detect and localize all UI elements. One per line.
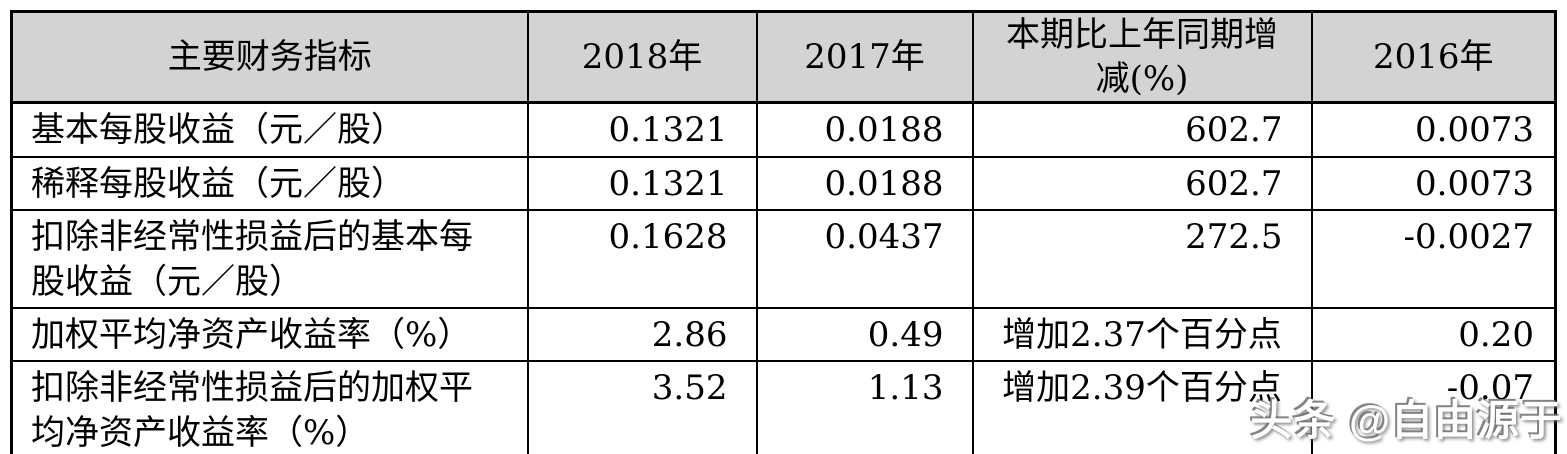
cell-2017: 0.0188 <box>755 101 974 158</box>
column-header-indicator: 主要财务指标 <box>10 10 529 104</box>
cell-2018: 3.52 <box>526 359 758 454</box>
cell-yoy-change: 602.7 <box>971 101 1313 158</box>
column-header-label: 2016年 <box>1372 37 1494 77</box>
table-row-weighted-avg-roe: 加权平均净资产收益率（%） 2.86 0.49 增加2.37个百分点 0.20 <box>10 306 1557 362</box>
cell-indicator: 加权平均净资产收益率（%） <box>10 306 529 362</box>
table-row-basic-eps: 基本每股收益（元／股） 0.1321 0.0188 602.7 0.0073 <box>10 101 1557 158</box>
column-header-label: 2017年 <box>804 37 925 77</box>
table-header: 主要财务指标 2018年 2017年 本期比上年同期增 减(%) 2016年 <box>10 10 1557 104</box>
cell-2016: -0.07 <box>1310 359 1557 454</box>
cell-yoy-change: 增加2.37个百分点 <box>971 306 1313 362</box>
column-header-label-line2: 减(%) <box>1095 59 1189 99</box>
cell-2018: 2.86 <box>526 306 758 362</box>
column-header-label: 主要财务指标 <box>167 37 372 77</box>
cell-2018: 0.1321 <box>526 101 758 158</box>
table-row-diluted-eps: 稀释每股收益（元／股） 0.1321 0.0188 602.7 0.0073 <box>10 155 1557 211</box>
cell-2016: 0.0073 <box>1310 101 1557 158</box>
cell-indicator: 基本每股收益（元／股） <box>10 101 529 158</box>
column-header-yoy-change: 本期比上年同期增 减(%) <box>971 10 1313 104</box>
cell-2017: 0.0437 <box>755 208 974 309</box>
cell-2016: 0.20 <box>1310 306 1557 362</box>
header-row: 主要财务指标 2018年 2017年 本期比上年同期增 减(%) 2016年 <box>10 10 1557 104</box>
table-row-basic-eps-excl-nonrecurring: 扣除非经常性损益后的基本每 股收益（元／股） 0.1628 0.0437 272… <box>10 208 1557 309</box>
cell-2018: 0.1321 <box>526 155 758 211</box>
table-body: 基本每股收益（元／股） 0.1321 0.0188 602.7 0.0073 稀… <box>10 101 1557 454</box>
column-header-label-line1: 本期比上年同期增 <box>1006 15 1278 55</box>
column-header-2016: 2016年 <box>1310 10 1557 104</box>
cell-yoy-change: 602.7 <box>971 155 1313 211</box>
cell-2016: -0.0027 <box>1310 208 1557 309</box>
cell-2017: 1.13 <box>755 359 974 454</box>
column-header-2018: 2018年 <box>526 10 758 104</box>
cell-2017: 0.49 <box>755 306 974 362</box>
cell-2016: 0.0073 <box>1310 155 1557 211</box>
cell-indicator: 扣除非经常性损益后的加权平 均净资产收益率（%） <box>10 359 529 454</box>
column-header-2017: 2017年 <box>755 10 974 104</box>
toutiao-watermark: 头条 @自由源于 <box>1250 397 1563 444</box>
cell-2018: 0.1628 <box>526 208 758 309</box>
table-row-weighted-avg-roe-excl-nonrecurring: 扣除非经常性损益后的加权平 均净资产收益率（%） 3.52 1.13 增加2.3… <box>10 359 1557 454</box>
cell-2017: 0.0188 <box>755 155 974 211</box>
cell-indicator: 稀释每股收益（元／股） <box>10 155 529 211</box>
financial-indicators-table: 主要财务指标 2018年 2017年 本期比上年同期增 减(%) 2016年 基… <box>10 10 1557 454</box>
column-header-label: 2018年 <box>581 37 703 77</box>
cell-yoy-change: 增加2.39个百分点 <box>971 359 1313 454</box>
cell-yoy-change: 272.5 <box>971 208 1313 309</box>
cell-indicator: 扣除非经常性损益后的基本每 股收益（元／股） <box>10 208 529 309</box>
